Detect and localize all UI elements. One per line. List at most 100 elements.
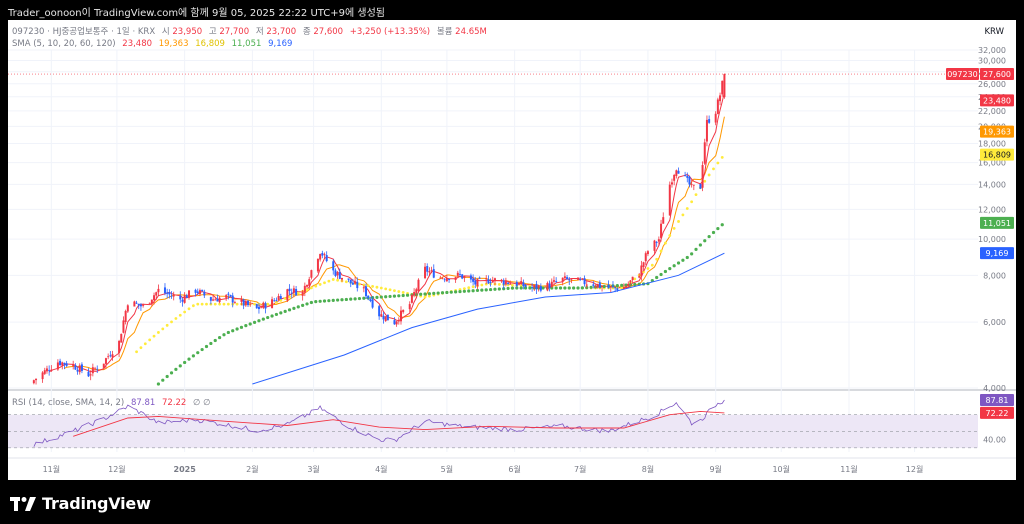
sma20-dot [222, 302, 226, 306]
sma20-dot [235, 302, 239, 306]
sma60-dot [672, 264, 676, 268]
legend-sma-20: 16,809 [195, 39, 225, 49]
sma20-dot [135, 350, 138, 354]
candle-body [102, 363, 105, 368]
candle-body [303, 285, 306, 293]
sma20-dot [497, 282, 501, 286]
currency-label: KRW [984, 27, 1004, 37]
candle-body [264, 303, 267, 309]
candle-body [723, 74, 726, 98]
candle-body [598, 282, 601, 288]
sma5-line [48, 91, 725, 373]
sma20-dot [397, 290, 401, 293]
candle-body [209, 297, 212, 301]
candle-body [677, 170, 680, 174]
x-tick-label: 10월 [772, 464, 790, 474]
candle-body [231, 295, 234, 303]
sma20-dot [655, 257, 659, 261]
sma20-dot [379, 286, 383, 290]
sma20-dot [642, 270, 645, 274]
candle-body [50, 369, 53, 372]
sma60-dot [558, 286, 563, 290]
candle-body [441, 278, 444, 280]
rsi-band [8, 414, 978, 448]
candle-body [183, 295, 186, 303]
candle-body [555, 281, 558, 283]
candle-body [59, 360, 62, 365]
candle-body [662, 217, 665, 224]
sma20-dot [659, 249, 663, 253]
sma60-dot [309, 300, 313, 305]
candle-body [242, 299, 245, 306]
sma60-dot [462, 289, 466, 293]
legend-sma-10: 19,363 [159, 39, 189, 49]
candle-body [642, 262, 645, 267]
candle-body [150, 299, 153, 304]
sma20-dot [288, 295, 291, 299]
sma20-dot [716, 161, 720, 165]
candle-body [395, 321, 398, 325]
rsi-badge-value: 72.22 [986, 409, 1009, 418]
candle-body [614, 287, 617, 289]
candle-body [126, 305, 129, 312]
sma60-dot [707, 234, 711, 239]
tradingview-logo[interactable]: TradingView [10, 494, 151, 513]
sma20-dot [157, 331, 160, 334]
sma20-dot [139, 346, 143, 350]
price-badge [980, 247, 1014, 260]
chart-frame[interactable]: 87.81 72.22 40.00 4,000 6,000 8,000 10,000 12,… [8, 20, 1016, 480]
sma20-dot [393, 289, 396, 293]
sma60-dot [314, 299, 318, 304]
candle-body [48, 369, 51, 371]
rsi-legend-label: RSI (14, close, SMA, 14, 2) [12, 398, 124, 408]
sma20-dot [362, 283, 366, 287]
candle-body [262, 302, 265, 308]
sma60-dot [178, 364, 182, 368]
sma20-dot [646, 267, 650, 270]
sma60-dot [663, 269, 668, 274]
candle-body [585, 284, 588, 286]
sma60-dot [279, 311, 283, 315]
sma20-dot [650, 263, 654, 267]
candle-body [413, 292, 416, 296]
candle-body [157, 288, 160, 293]
candle-body [124, 311, 127, 322]
y-tick-label: 10,000 [978, 235, 1006, 244]
candle-body [622, 287, 625, 289]
sma20-dot [314, 284, 318, 288]
sma60-dot [528, 286, 532, 290]
sma60-dot [336, 298, 340, 302]
sma120-line [252, 252, 725, 385]
sma60-dot [392, 294, 397, 298]
sma20-dot [200, 302, 204, 306]
candle-body [378, 306, 381, 317]
candle-body [485, 278, 488, 280]
candle-body [120, 333, 123, 343]
candle-body [489, 282, 492, 284]
sma60-dot [388, 294, 392, 299]
candle-body [74, 365, 77, 370]
legend-volume-label: 볼륨 [437, 26, 453, 37]
sma20-dot [170, 320, 173, 324]
legend-high-label: 고 [209, 27, 217, 37]
candle-body [410, 294, 413, 303]
candle-body [443, 279, 446, 281]
sma20-dot [213, 302, 217, 306]
candle-body [185, 295, 188, 298]
y-tick-label: 18,000 [978, 140, 1006, 149]
candle-body [570, 278, 573, 280]
candle-body [356, 281, 359, 289]
x-tick-label: 2월 [246, 464, 258, 474]
sma60-dot [261, 317, 265, 321]
sma60-dot [375, 295, 379, 299]
price-chart[interactable]: 87.81 72.22 40.00 4,000 6,000 8,000 10,000 12,… [8, 20, 1016, 480]
candle-body [644, 253, 647, 262]
candle-body [371, 299, 374, 308]
sma60-dot [519, 286, 523, 290]
candle-body [279, 296, 282, 300]
candle-body [535, 283, 538, 290]
candle-body [316, 258, 319, 272]
price-badge [980, 216, 1014, 229]
axis-labels: 4,0006,0008,00010,00012,00014,00016,0001… [43, 46, 1014, 474]
sma60-dot [580, 286, 584, 290]
